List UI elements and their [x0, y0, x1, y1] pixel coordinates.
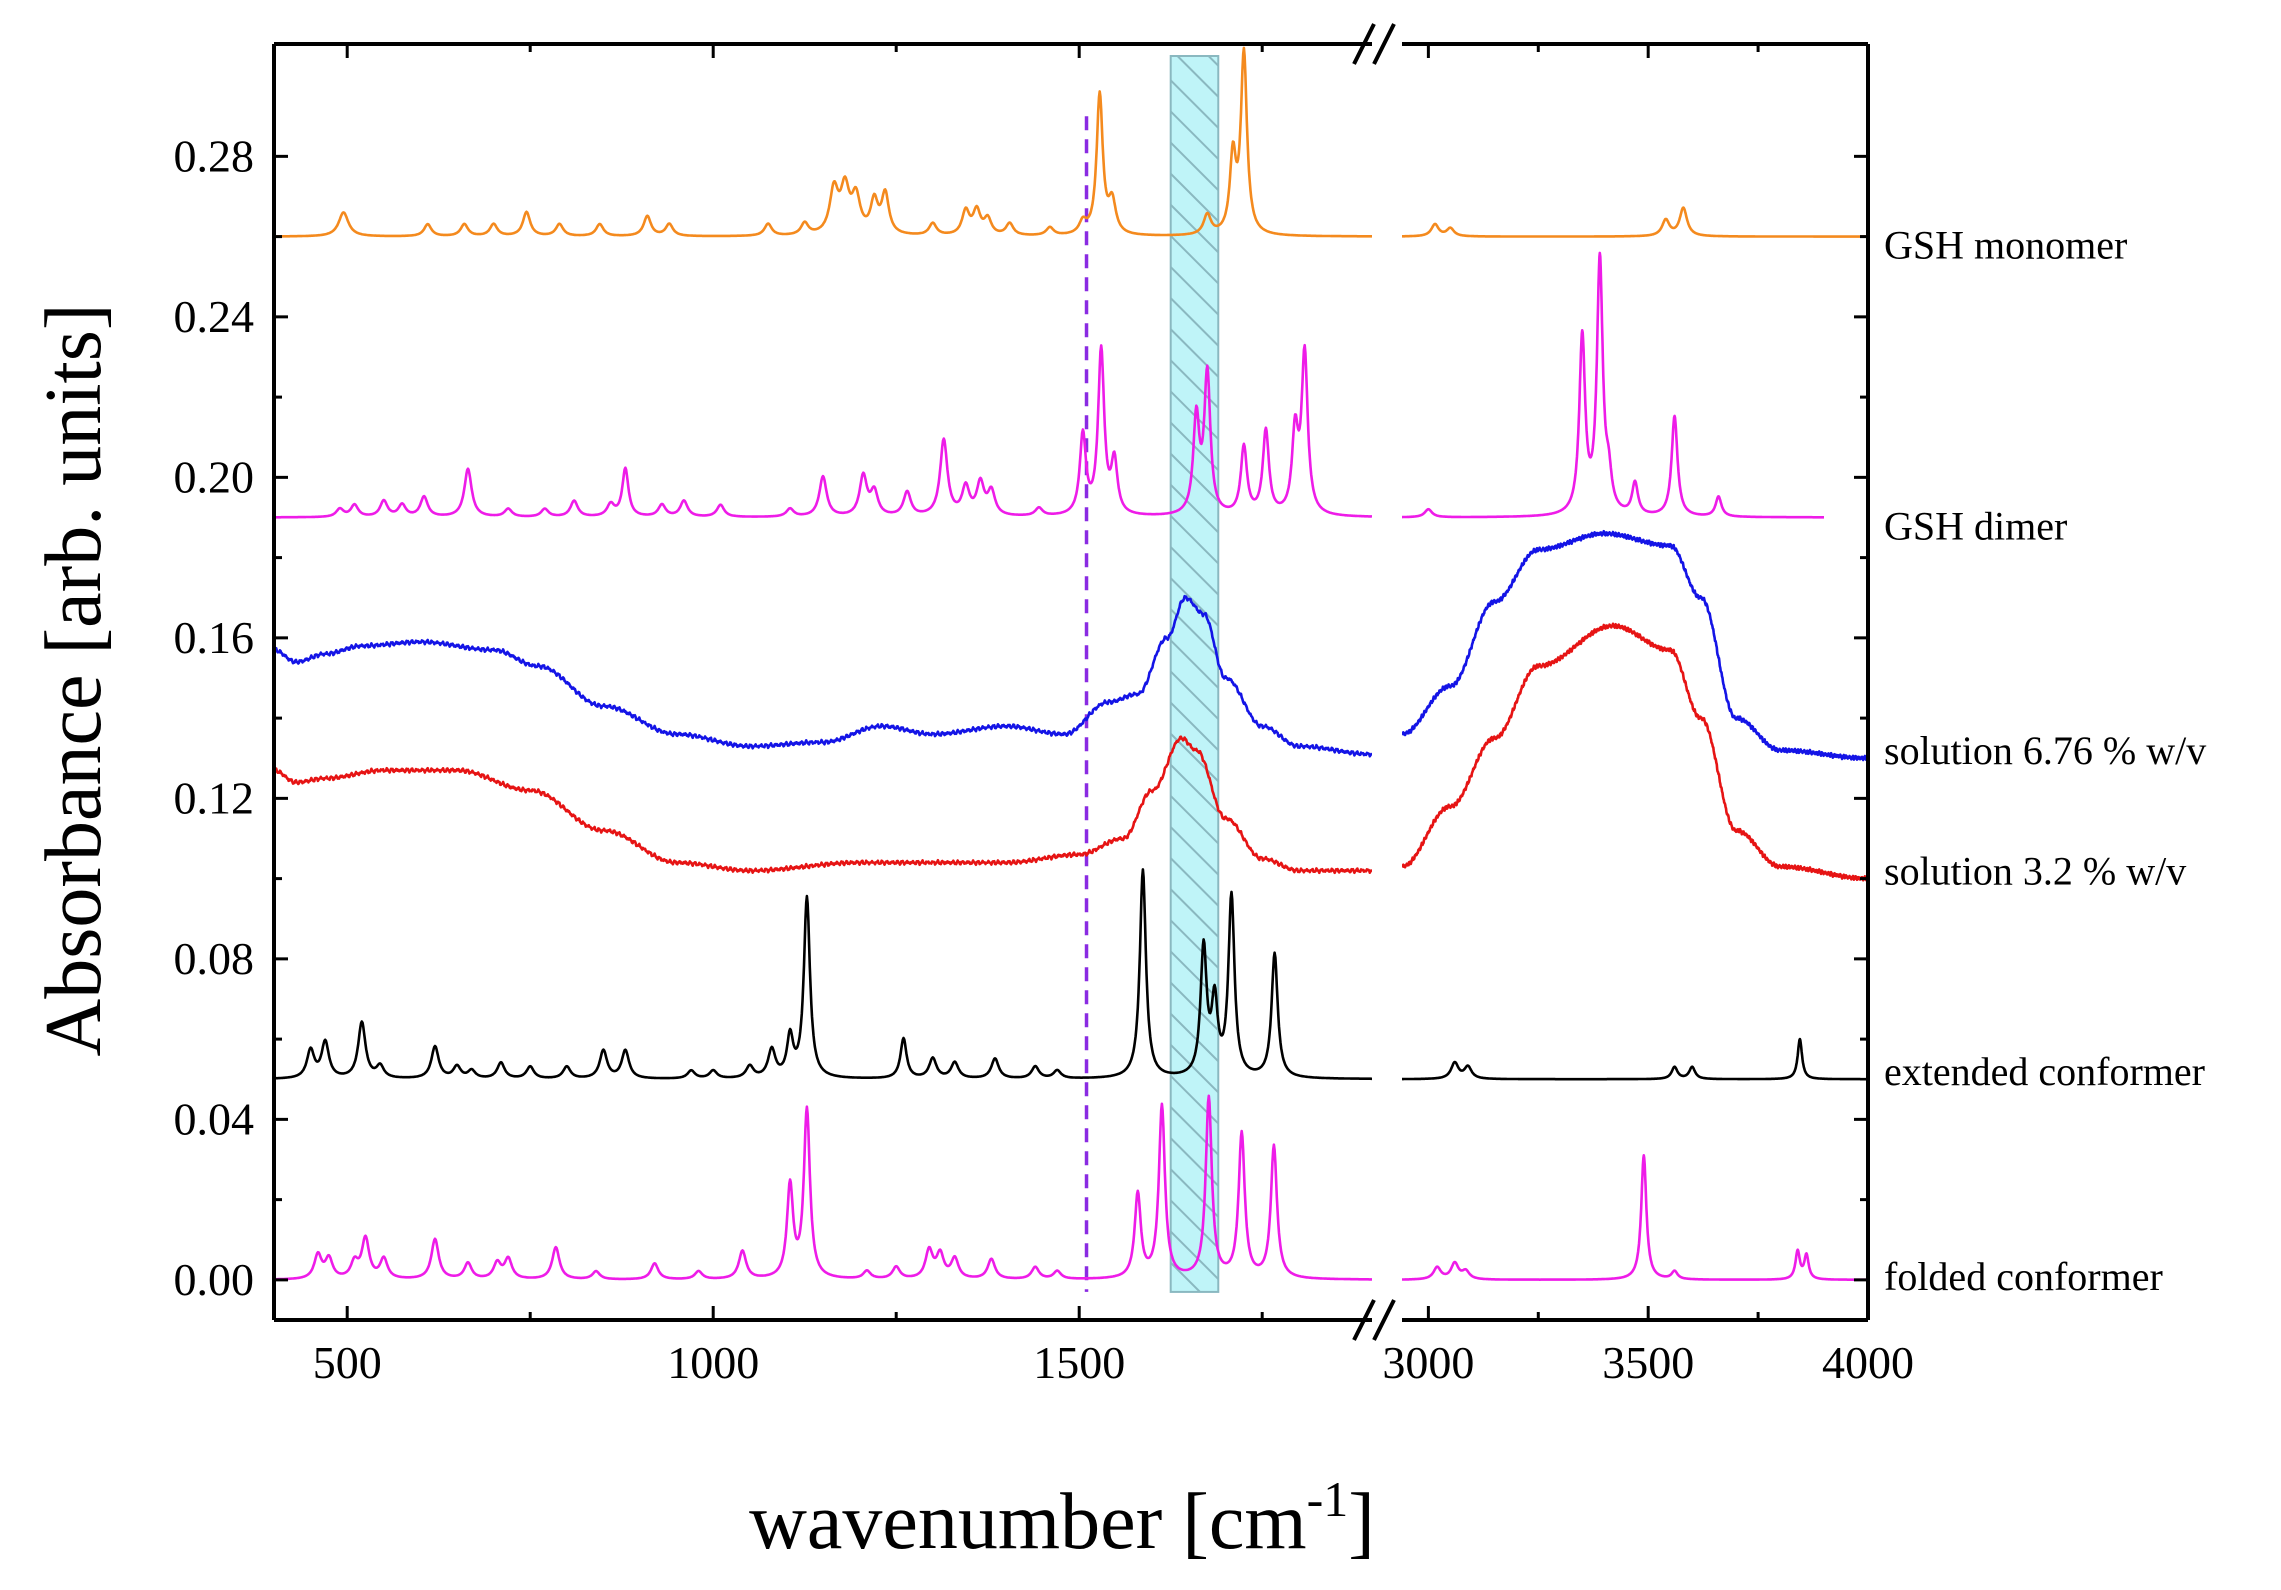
x-tick-label: 500 — [313, 1337, 382, 1388]
axes-frame — [272, 23, 1870, 1341]
series-line-folded-conformer-right — [1402, 1154, 1868, 1282]
series-line-extended-conformer-right — [1402, 1037, 1868, 1081]
y-tick-label: 0.04 — [174, 1093, 255, 1144]
series-line-folded-conformer-left — [274, 1094, 1372, 1281]
x-tick-label: 4000 — [1822, 1337, 1914, 1388]
x-tick-label: 3500 — [1602, 1337, 1694, 1388]
y-tick-label: 0.28 — [174, 130, 255, 181]
x-tick-label: 1000 — [667, 1337, 759, 1388]
series-line-gsh-monomer-left — [274, 46, 1372, 238]
tick-marks — [274, 44, 1870, 1320]
y-tick-label: 0.24 — [174, 291, 255, 342]
series-labels: GSH monomer GSH dimer solution 6.76 % w/v s… — [1884, 223, 2206, 1299]
series-label-folded-conformer: folded conformer — [1884, 1254, 2163, 1299]
series-label-solution-3-2-w-v: solution 3.2 % w/v — [1884, 849, 2186, 894]
series-line-gsh-dimer-left — [274, 343, 1372, 519]
series-label-extended-conformer: extended conformer — [1884, 1049, 2205, 1094]
series-label-gsh-monomer: GSH monomer — [1884, 223, 2127, 268]
tick-labels: 0.00 0.04 0.08 0.12 0.16 0.20 0.24 0.28 500 1000 1… — [174, 130, 1915, 1388]
y-tick-label: 0.00 — [174, 1254, 255, 1305]
series-line-solution-6-76-w-v-right — [1402, 529, 1868, 762]
axis-break-mark — [1352, 1299, 1376, 1341]
x-tick-label: 3000 — [1382, 1337, 1474, 1388]
x-axis-title-close: ] — [1348, 1478, 1375, 1566]
series-left-segment — [274, 46, 1372, 1281]
y-tick-label: 0.20 — [174, 451, 255, 502]
axis-break-mark — [1352, 23, 1376, 65]
y-tick-label: 0.12 — [174, 772, 255, 823]
series-label-solution-6-76-w-v: solution 6.76 % w/v — [1884, 728, 2206, 773]
x-axis-title: wavenumber [cm-1] — [749, 1471, 1375, 1566]
axis-break-mark — [1372, 1299, 1396, 1341]
series-line-gsh-monomer-right — [1402, 206, 1868, 238]
series-label-gsh-dimer: GSH dimer — [1884, 504, 2067, 549]
y-axis-title: Absorbance [arb. units] — [30, 303, 118, 1056]
series-line-solution-3-2-w-v-left — [274, 735, 1372, 875]
axis-break-mark — [1372, 23, 1396, 65]
series-right-segment — [1402, 206, 1868, 1282]
series-line-solution-6-76-w-v-left — [274, 594, 1372, 758]
highlight-band — [1169, 55, 1220, 1293]
x-tick-label: 1500 — [1033, 1337, 1125, 1388]
highlight-band-layer — [1169, 55, 1220, 1293]
y-tick-label: 0.16 — [174, 612, 255, 663]
series-line-extended-conformer-left — [274, 868, 1372, 1081]
y-tick-label: 0.08 — [174, 933, 255, 984]
series-line-solution-3-2-w-v-right — [1402, 622, 1868, 882]
series-line-gsh-dimer-right — [1402, 251, 1825, 519]
x-axis-title-superscript: -1 — [1307, 1471, 1349, 1527]
